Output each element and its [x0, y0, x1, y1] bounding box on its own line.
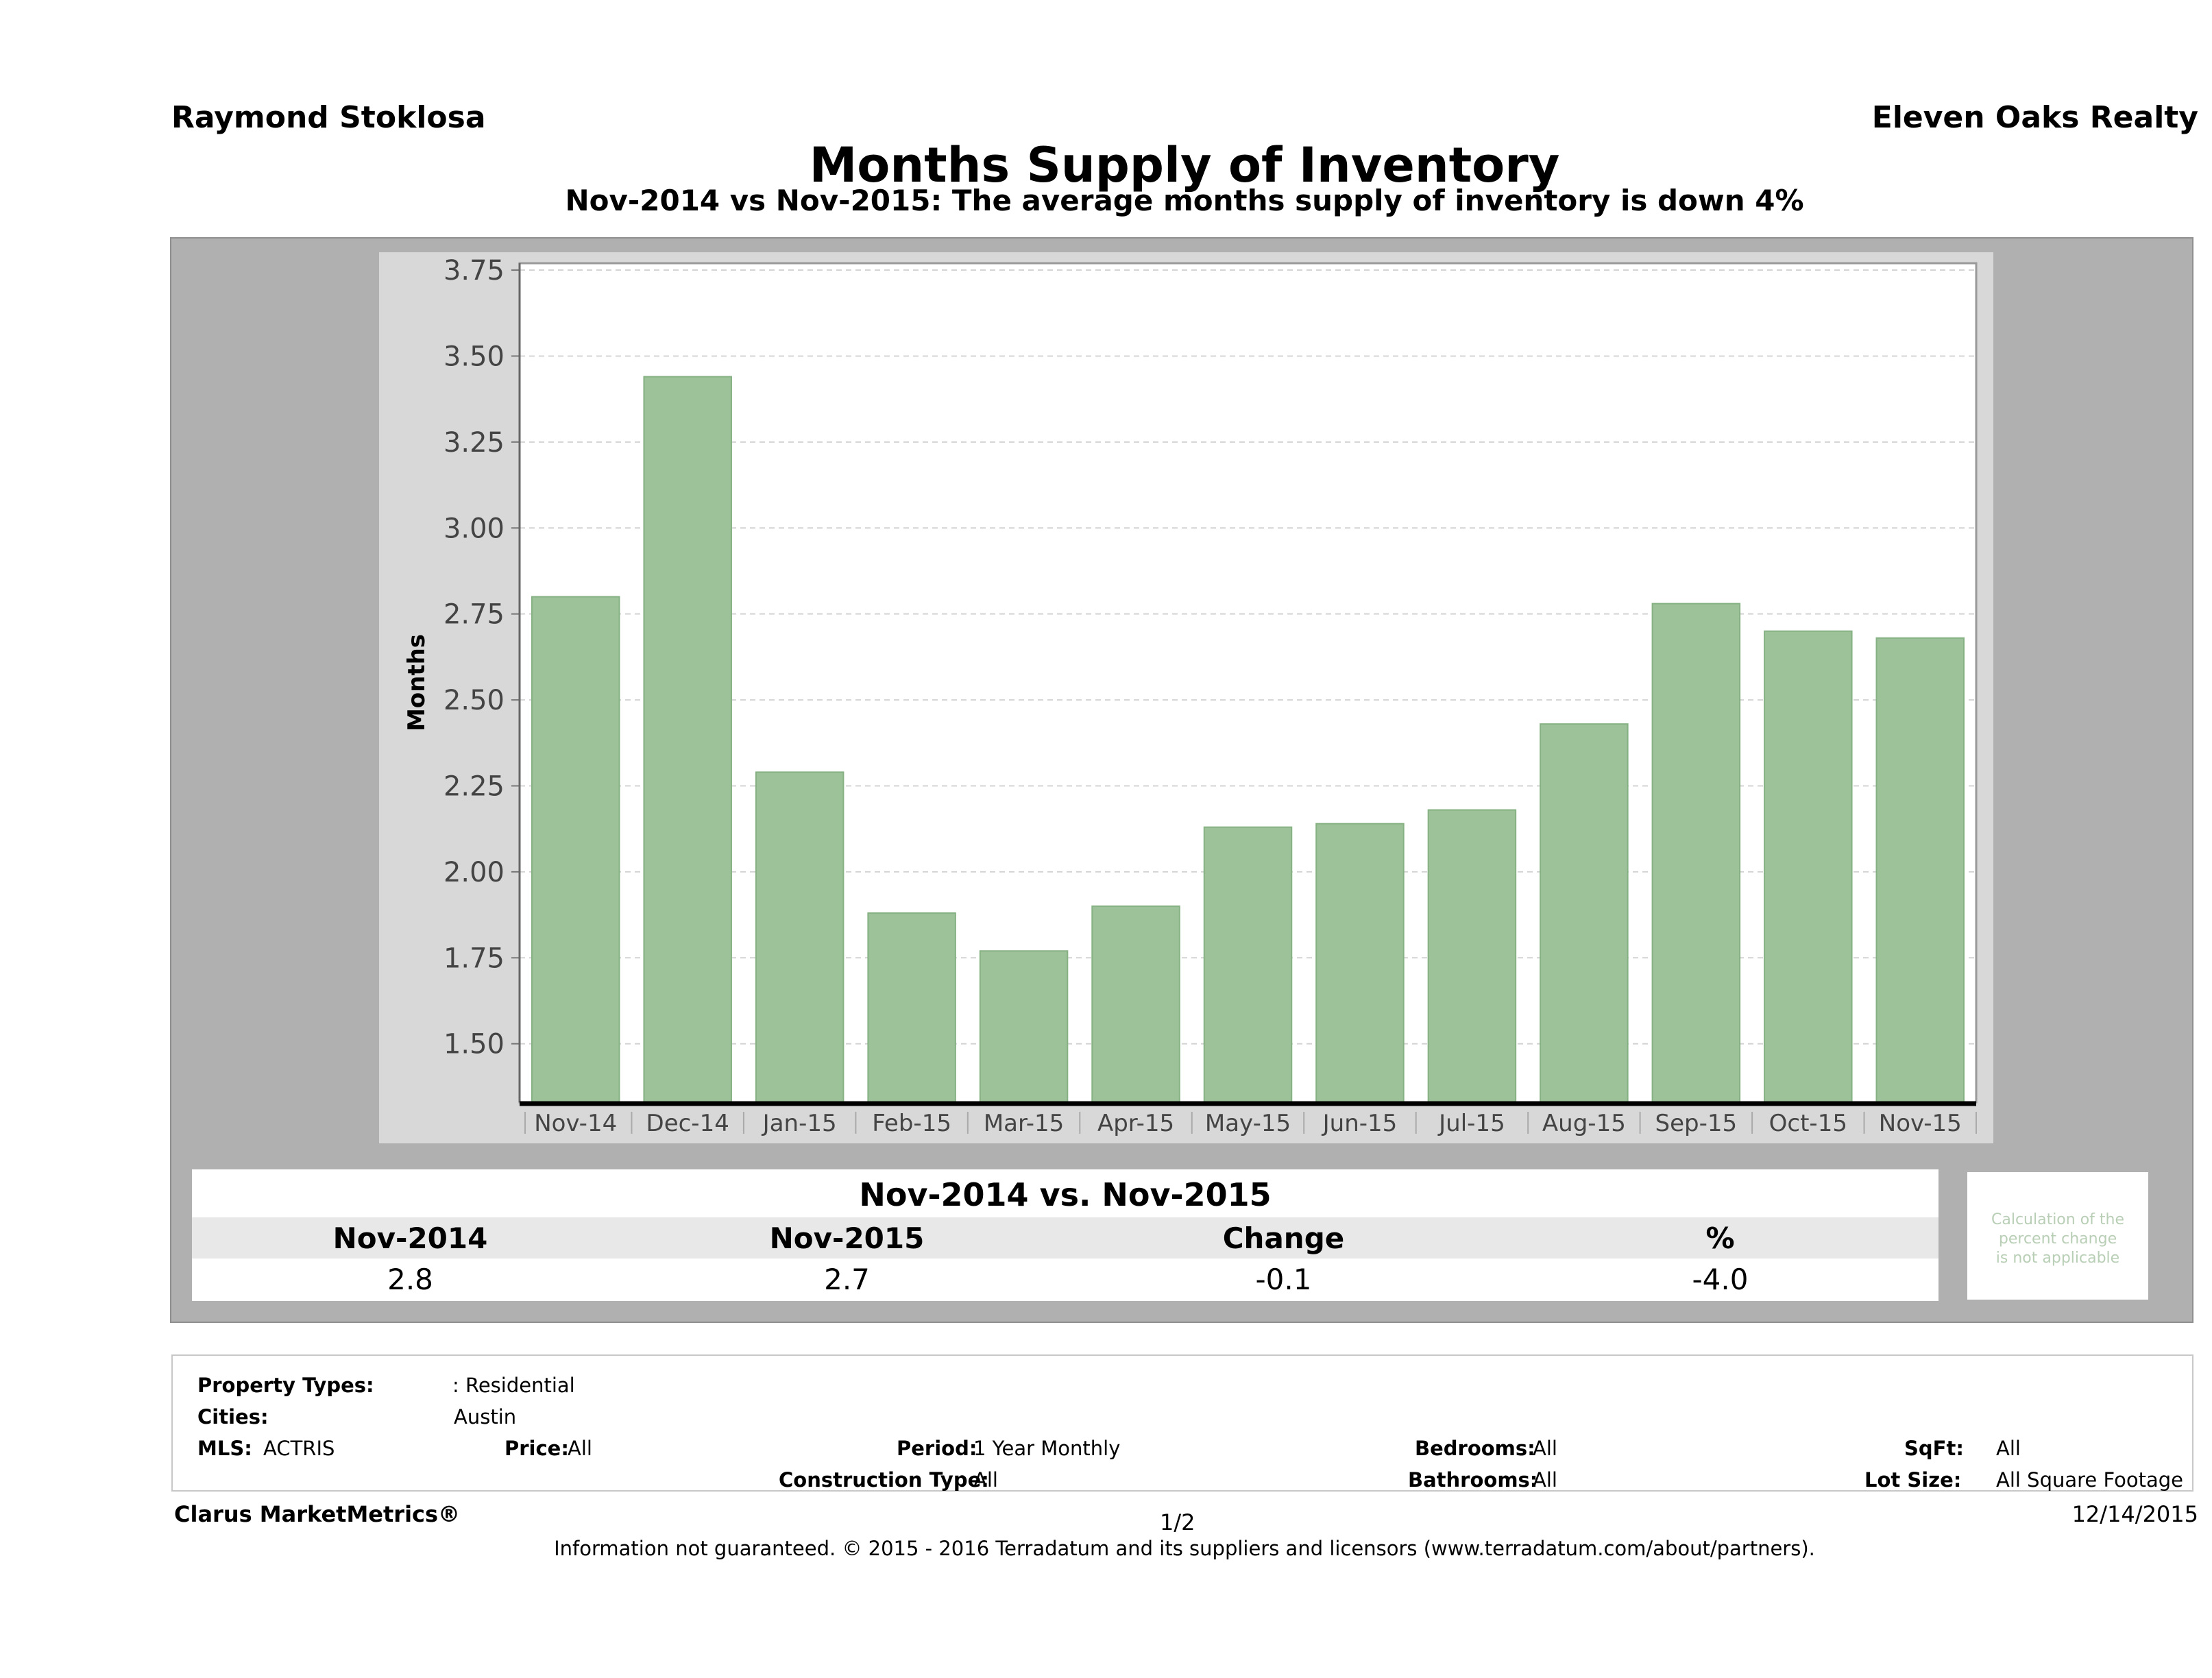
x-tick-label: Apr-15: [1097, 1110, 1174, 1137]
page-number: 1/2: [1160, 1509, 1195, 1535]
sqft-value: All: [1996, 1437, 2021, 1460]
y-tick-label: 3.00: [443, 513, 505, 544]
y-tick-label: 1.50: [443, 1029, 505, 1060]
y-tick-label: 3.50: [443, 341, 505, 372]
y-axis-title: Months: [403, 634, 430, 731]
label-percent: %: [1705, 1221, 1735, 1255]
note-line-3: is not applicable: [1995, 1250, 2120, 1267]
x-tick-label: Dec-14: [646, 1110, 729, 1137]
price-value: All: [568, 1437, 592, 1460]
bedrooms-value: All: [1533, 1437, 1557, 1460]
cities-label: Cities:: [197, 1405, 269, 1428]
bar-jul-15: [1427, 809, 1517, 1103]
price-label: Price:: [505, 1437, 569, 1460]
bar-may-15: [1203, 826, 1293, 1103]
x-tick-label: Oct-15: [1769, 1110, 1847, 1137]
bar-dec-14: [643, 376, 732, 1103]
bar-oct-15: [1764, 630, 1853, 1103]
x-tick-label: Nov-15: [1879, 1110, 1962, 1137]
agent-name: Raymond Stoklosa: [171, 100, 486, 135]
brand-name: Clarus MarketMetrics®: [174, 1501, 461, 1527]
x-tick-label: May-15: [1205, 1110, 1291, 1137]
bar-jan-15: [755, 771, 844, 1103]
report-date: 12/14/2015: [2071, 1501, 2198, 1527]
company-name: Eleven Oaks Realty: [1871, 100, 2198, 135]
y-tick-label: 2.50: [443, 685, 505, 716]
sqft-label: SqFt:: [1904, 1437, 1964, 1460]
bathrooms-value: All: [1533, 1468, 1557, 1492]
property-types-value: : Residential: [452, 1374, 575, 1397]
lot-size-value: All Square Footage: [1996, 1468, 2184, 1492]
value-percent: -4.0: [1692, 1263, 1749, 1296]
page-subtitle: Nov-2014 vs Nov-2015: The average months…: [565, 184, 1804, 217]
x-tick-label: Jul-15: [1437, 1110, 1505, 1137]
y-tick-label: 3.75: [443, 255, 505, 287]
filter-summary: Property Types: : Residential Cities: Au…: [171, 1354, 2193, 1492]
mls-label: MLS:: [197, 1437, 252, 1460]
bedrooms-label: Bedrooms:: [1415, 1437, 1535, 1460]
y-tick-label: 1.75: [443, 943, 505, 974]
comparison-heading: Nov-2014 vs. Nov-2015: [192, 1169, 1938, 1217]
period-label: Period:: [897, 1437, 977, 1460]
period-value: 1 Year Monthly: [973, 1437, 1121, 1460]
lot-size-label: Lot Size:: [1864, 1468, 1962, 1492]
bar-jun-15: [1315, 823, 1405, 1103]
bathrooms-label: Bathrooms:: [1408, 1468, 1538, 1492]
x-tick-label: Jan-15: [762, 1110, 837, 1137]
y-tick-label: 2.25: [443, 770, 505, 802]
x-tick-label: Feb-15: [872, 1110, 951, 1137]
y-tick-label: 3.25: [443, 427, 505, 459]
property-types-label: Property Types:: [197, 1374, 374, 1397]
bar-aug-15: [1540, 723, 1629, 1103]
bar-nov-14: [531, 596, 620, 1103]
bar-feb-15: [867, 912, 956, 1104]
construction-type-value: All: [973, 1468, 998, 1492]
comparison-values-row: 2.8 2.7 -0.1 -4.0: [192, 1258, 1938, 1301]
cities-value: Austin: [454, 1405, 517, 1428]
page-title: Months Supply of Inventory: [809, 137, 1560, 193]
value-nov-2014: 2.8: [387, 1263, 433, 1296]
bar-nov-15: [1875, 637, 1965, 1103]
bar-sep-15: [1651, 603, 1741, 1103]
y-tick-label: 2.75: [443, 599, 505, 631]
bar-apr-15: [1091, 905, 1180, 1103]
value-change: -0.1: [1255, 1263, 1312, 1296]
x-tick-label: Aug-15: [1542, 1110, 1626, 1137]
disclaimer: Information not guaranteed. © 2015 - 201…: [554, 1537, 1815, 1560]
value-nov-2015: 2.7: [824, 1263, 870, 1296]
note-line-1: Calculation of the: [1991, 1211, 2125, 1228]
x-tick-label: Sep-15: [1655, 1110, 1738, 1137]
percent-change-note: Calculation of the percent change is not…: [1967, 1172, 2148, 1300]
construction-type-label: Construction Type:: [779, 1468, 989, 1492]
mls-value: ACTRIS: [263, 1437, 335, 1460]
label-change: Change: [1222, 1221, 1345, 1255]
note-line-2: percent change: [1998, 1230, 2117, 1248]
comparison-labels-row: Nov-2014 Nov-2015 Change %: [192, 1217, 1938, 1258]
bar-mar-15: [979, 950, 1069, 1103]
y-tick-label: 2.00: [443, 857, 505, 888]
x-tick-label: Mar-15: [984, 1110, 1065, 1137]
comparison-table: Nov-2014 vs. Nov-2015 Nov-2014 Nov-2015 …: [192, 1169, 1938, 1301]
label-nov-2014: Nov-2014: [332, 1221, 488, 1255]
x-tick-label: Nov-14: [534, 1110, 617, 1137]
label-nov-2015: Nov-2015: [769, 1221, 925, 1255]
x-tick-label: Jun-15: [1322, 1110, 1398, 1137]
bar-chart: 1.50 1.75 2.00 2.25 2.50 2.75 3.00 3.25 3.50 3.75…: [403, 255, 1978, 1137]
